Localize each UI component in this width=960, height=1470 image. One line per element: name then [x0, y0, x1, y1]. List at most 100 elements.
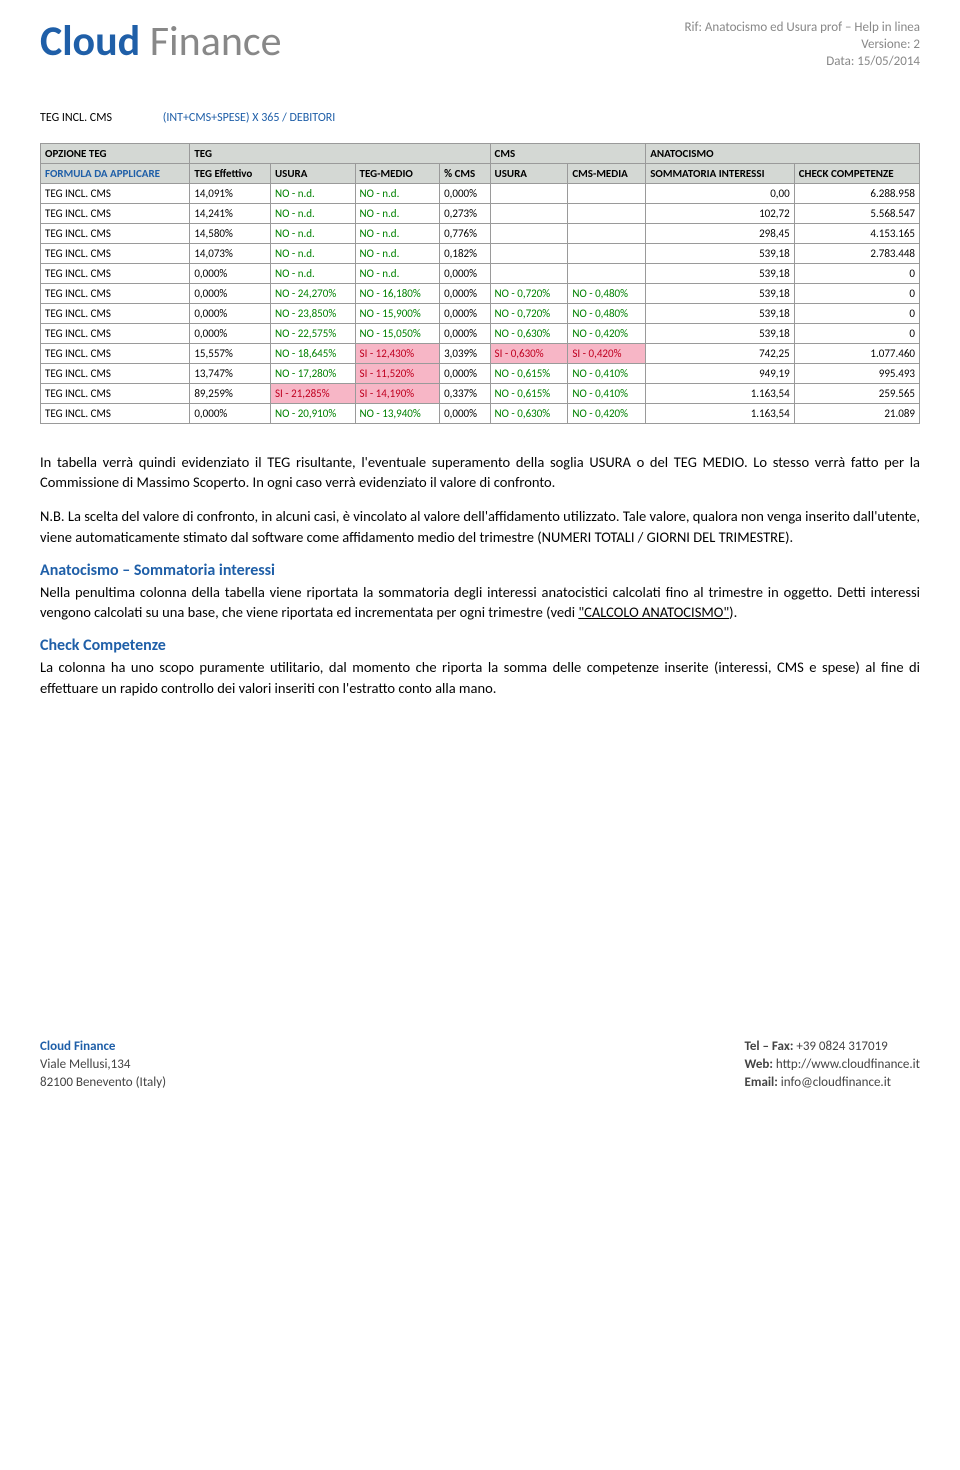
table-row: TEG INCL. CMS14,073%NO - n.d.NO - n.d.0,… — [41, 243, 920, 263]
heading-anatocismo: Anatocismo – Sommatoria interessi — [40, 561, 920, 580]
heading-check: Check Competenze — [40, 636, 920, 655]
column-header: SOMMATORIA INTERESSI — [646, 163, 795, 183]
table-cell: 0,000% — [440, 363, 490, 383]
formula-value: (INT+CMS+SPESE) X 365 / DEBITORI — [163, 111, 336, 125]
table-cell: TEG INCL. CMS — [41, 323, 190, 343]
table-cell: 14,241% — [190, 203, 271, 223]
table-cell: NO - 17,280% — [270, 363, 355, 383]
footer-left: Cloud Finance Viale Mellusi,134 82100 Be… — [40, 1038, 166, 1093]
table-cell: TEG INCL. CMS — [41, 283, 190, 303]
table-row: TEG INCL. CMS14,241%NO - n.d.NO - n.d.0,… — [41, 203, 920, 223]
column-header: FORMULA DA APPLICARE — [41, 163, 190, 183]
logo: Cloud Finance — [40, 16, 282, 67]
meta-ref: Rif: Anatocismo ed Usura prof – Help in … — [684, 20, 920, 37]
table-cell: SI - 12,430% — [355, 343, 440, 363]
email-label: Email: — [745, 1075, 778, 1090]
table-cell: NO - 0,410% — [568, 383, 646, 403]
data-table: OPZIONE TEGTEGCMSANATOCISMO FORMULA DA A… — [40, 143, 920, 424]
table-cell — [568, 243, 646, 263]
table-cell: NO - 20,910% — [270, 403, 355, 423]
table-cell: 0 — [794, 323, 919, 343]
paragraph-3: Nella penultima colonna della tabella vi… — [40, 582, 920, 623]
table-cell — [490, 183, 568, 203]
formula-line: TEG INCL. CMS (INT+CMS+SPESE) X 365 / DE… — [40, 111, 920, 125]
footer-email: Email: info@cloudfinance.it — [745, 1074, 920, 1092]
table-cell: NO - 15,900% — [355, 303, 440, 323]
table-cell: SI - 0,630% — [490, 343, 568, 363]
table-cell: 0,000% — [190, 403, 271, 423]
table-cell: SI - 0,420% — [568, 343, 646, 363]
table-cell — [490, 263, 568, 283]
table-cell: 3,039% — [440, 343, 490, 363]
table-cell: 1.077.460 — [794, 343, 919, 363]
table-cell: 15,557% — [190, 343, 271, 363]
web-label: Web: — [745, 1057, 773, 1072]
calcolo-link[interactable]: "CALCOLO ANATOCISMO" — [578, 603, 729, 621]
table-cell: NO - 0,615% — [490, 363, 568, 383]
table-cell: TEG INCL. CMS — [41, 183, 190, 203]
group-header: ANATOCISMO — [646, 143, 920, 163]
table-cell: TEG INCL. CMS — [41, 403, 190, 423]
table-row: TEG INCL. CMS0,000%NO - 20,910%NO - 13,9… — [41, 403, 920, 423]
table-cell: NO - n.d. — [270, 183, 355, 203]
table-cell — [568, 263, 646, 283]
table-row: TEG INCL. CMS0,000%NO - n.d.NO - n.d.0,0… — [41, 263, 920, 283]
meta-date: Data: 15/05/2014 — [684, 54, 920, 71]
table-cell: NO - n.d. — [270, 243, 355, 263]
column-header-row: FORMULA DA APPLICARETEG EffettivoUSURATE… — [41, 163, 920, 183]
table-cell: 539,18 — [646, 303, 795, 323]
table-cell — [568, 183, 646, 203]
table-cell: 5.568.547 — [794, 203, 919, 223]
table-cell — [490, 243, 568, 263]
table-cell: NO - 0,630% — [490, 323, 568, 343]
table-cell: 0,273% — [440, 203, 490, 223]
table-cell: NO - 13,940% — [355, 403, 440, 423]
table-cell: NO - 0,720% — [490, 283, 568, 303]
column-header: USURA — [490, 163, 568, 183]
table-cell: 1.163,54 — [646, 383, 795, 403]
footer-addr1: Viale Mellusi,134 — [40, 1056, 166, 1074]
column-header: CHECK COMPETENZE — [794, 163, 919, 183]
table-cell: 102,72 — [646, 203, 795, 223]
table-cell: 89,259% — [190, 383, 271, 403]
group-header: CMS — [490, 143, 646, 163]
column-header: CMS-MEDIA — [568, 163, 646, 183]
table-cell: 0,000% — [440, 183, 490, 203]
table-cell: 995.493 — [794, 363, 919, 383]
p3-text-a: Nella penultima colonna della tabella vi… — [40, 583, 920, 621]
table-cell: 0,337% — [440, 383, 490, 403]
web-value: http://www.cloudfinance.it — [773, 1057, 920, 1072]
column-header: TEG Effettivo — [190, 163, 271, 183]
table-cell: 13,747% — [190, 363, 271, 383]
table-cell: TEG INCL. CMS — [41, 363, 190, 383]
table-cell: SI - 14,190% — [355, 383, 440, 403]
tel-label: Tel – Fax: — [745, 1039, 794, 1054]
table-cell: 0,000% — [190, 263, 271, 283]
group-header: TEG — [190, 143, 490, 163]
meta-version: Versione: 2 — [684, 37, 920, 54]
body-text: In tabella verrà quindi evidenziato il T… — [40, 452, 920, 698]
formula-label: TEG INCL. CMS — [40, 111, 112, 125]
table-cell: 1.163,54 — [646, 403, 795, 423]
footer-addr2: 82100 Benevento (Italy) — [40, 1074, 166, 1092]
table-cell: NO - 15,050% — [355, 323, 440, 343]
table-body: TEG INCL. CMS14,091%NO - n.d.NO - n.d.0,… — [41, 183, 920, 423]
table-cell: 0,000% — [440, 403, 490, 423]
table-cell: 539,18 — [646, 283, 795, 303]
logo-light: Finance — [140, 16, 281, 67]
footer-company: Cloud Finance — [40, 1038, 166, 1056]
table-cell: NO - 23,850% — [270, 303, 355, 323]
table-cell: 259.565 — [794, 383, 919, 403]
group-header: OPZIONE TEG — [41, 143, 190, 163]
table-cell: NO - 18,645% — [270, 343, 355, 363]
table-cell: 0,00 — [646, 183, 795, 203]
table-cell: NO - 0,615% — [490, 383, 568, 403]
table-cell: NO - 0,720% — [490, 303, 568, 323]
table-cell: 0,000% — [440, 263, 490, 283]
table-row: TEG INCL. CMS0,000%NO - 22,575%NO - 15,0… — [41, 323, 920, 343]
table-cell: NO - 0,410% — [568, 363, 646, 383]
table-cell: TEG INCL. CMS — [41, 383, 190, 403]
column-header: USURA — [270, 163, 355, 183]
table-cell: NO - 24,270% — [270, 283, 355, 303]
page-footer: Cloud Finance Viale Mellusi,134 82100 Be… — [40, 1038, 920, 1093]
